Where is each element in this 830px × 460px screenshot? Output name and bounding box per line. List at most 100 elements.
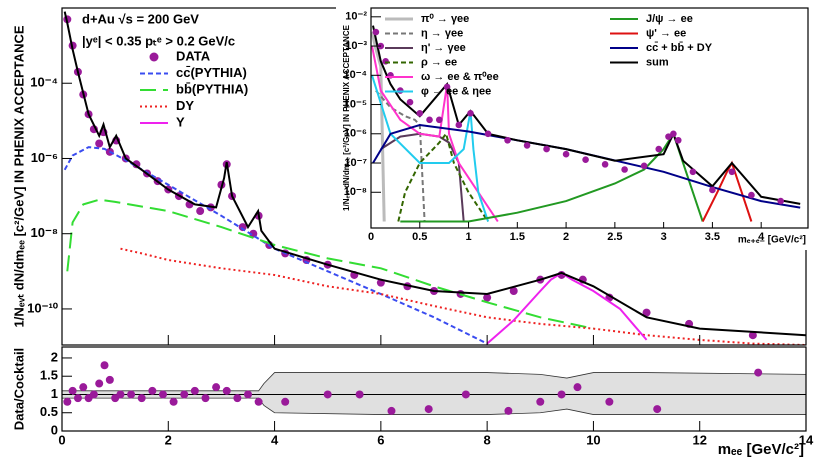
data-point xyxy=(670,130,677,138)
plot-area xyxy=(62,361,806,415)
data-point xyxy=(355,390,364,399)
y-tick-label: 10⁻⁵ xyxy=(344,98,367,110)
data-point xyxy=(323,390,332,399)
x-tick-label: 3.5 xyxy=(705,231,720,243)
data-point xyxy=(222,386,231,395)
x-tick-label: 2 xyxy=(563,231,569,243)
data-point xyxy=(196,207,205,216)
data-point xyxy=(79,383,88,392)
x-axis-label: mₑ₊ₑ₋ [GeV/c²] xyxy=(738,235,806,246)
y-tick-label: 0 xyxy=(51,422,58,437)
data-point xyxy=(557,390,566,399)
x-axis-label: mₑₑ [GeV/c²] xyxy=(718,441,804,458)
legend-label: DATA xyxy=(176,48,211,63)
legend-label: Υ xyxy=(176,114,185,129)
data-point xyxy=(180,390,189,399)
data-point xyxy=(137,394,146,403)
y-tick-label: 10⁻² xyxy=(345,11,367,23)
plot-area xyxy=(63,11,806,345)
legend-label: π⁰ → γee xyxy=(421,13,469,25)
y-tick-label: 0.5 xyxy=(40,404,58,419)
data-point xyxy=(100,361,109,370)
x-tick-label: 4 xyxy=(271,432,279,447)
x-tick-label: 14 xyxy=(799,432,814,447)
annotation: |yᵉ| < 0.35 pₜᵉ > 0.2 GeV/c xyxy=(82,33,235,48)
annotation: d+Au √s = 200 GeV xyxy=(82,11,199,26)
data-point xyxy=(68,386,77,395)
y-tick-label: 10⁻³ xyxy=(345,40,367,52)
x-tick-label: 8 xyxy=(484,432,491,447)
y-tick-label: 10⁻⁴ xyxy=(344,69,367,81)
legend-label: cc̄(PYTHIA) xyxy=(176,65,247,80)
data-point xyxy=(424,405,433,414)
data-point xyxy=(562,150,570,158)
series-line xyxy=(375,89,426,222)
data-point xyxy=(642,308,651,317)
data-point xyxy=(748,191,755,199)
legend-label: φ → ee & ηee xyxy=(421,85,491,97)
data-point xyxy=(640,162,648,170)
data-point xyxy=(665,133,672,140)
data-point xyxy=(653,405,662,414)
data-point xyxy=(89,390,98,399)
legend-label: bb̄(PYTHIA) xyxy=(176,81,248,96)
data-point xyxy=(169,397,178,406)
x-tick-label: 0 xyxy=(368,231,374,243)
legend-symbol xyxy=(149,52,159,62)
data-point xyxy=(382,58,389,65)
series-line xyxy=(371,45,499,223)
data-point xyxy=(95,139,104,148)
data-point xyxy=(105,375,114,384)
x-tick-label: 2 xyxy=(165,432,172,447)
data-point xyxy=(435,116,443,124)
data-point xyxy=(748,331,757,340)
legend-label: ψ' → ee xyxy=(646,27,686,39)
legend-label: ρ → ee xyxy=(421,56,457,68)
legend-label: J/ψ → ee xyxy=(646,13,693,25)
data-point xyxy=(777,197,784,205)
data-point xyxy=(190,386,199,395)
data-point xyxy=(95,379,104,388)
data-point xyxy=(504,136,511,144)
data-point xyxy=(73,394,82,403)
data-point xyxy=(536,397,545,406)
legend-label: ω → ee & π⁰ee xyxy=(421,71,499,83)
data-point xyxy=(63,397,72,406)
data-point xyxy=(443,83,451,91)
data-point xyxy=(372,28,380,36)
data-point xyxy=(406,98,414,106)
plot-area xyxy=(371,25,801,223)
legend-label: DY xyxy=(176,98,194,113)
data-point xyxy=(244,390,252,399)
series-line xyxy=(371,74,490,222)
uncertainty-band xyxy=(62,372,806,415)
data-point xyxy=(467,110,474,117)
x-tick-label: 0.5 xyxy=(412,231,427,243)
y-tick-label: 10⁻⁴ xyxy=(30,75,58,90)
x-tick-label: 12 xyxy=(692,432,706,447)
y-tick-label: 2 xyxy=(51,349,58,364)
data-point xyxy=(523,142,531,149)
frame xyxy=(61,346,807,432)
y-tick-label: 10⁻¹⁰ xyxy=(27,300,59,315)
x-tick-label: 2.5 xyxy=(607,231,622,243)
y-axis-label: 1/Nₑᵥₜ dN/dmₑₑ [c²/GeV] IN PHENIX ACCEPT… xyxy=(342,24,351,211)
data-point xyxy=(605,397,614,406)
legend-label: η → γee xyxy=(421,27,463,39)
x-tick-label: 3 xyxy=(661,231,667,243)
data-point xyxy=(543,145,550,153)
x-tick-label: 1.5 xyxy=(510,231,525,243)
data-point xyxy=(233,394,242,403)
data-point xyxy=(212,383,221,392)
data-point xyxy=(504,406,513,415)
y-tick-label: 10⁻⁷ xyxy=(344,157,367,169)
data-point xyxy=(709,186,716,194)
x-tick-label: 0 xyxy=(58,432,65,447)
data-point xyxy=(158,390,167,399)
y-tick-label: 1.5 xyxy=(40,368,58,383)
x-tick-label: 4 xyxy=(758,231,765,243)
x-tick-label: 6 xyxy=(377,432,384,447)
